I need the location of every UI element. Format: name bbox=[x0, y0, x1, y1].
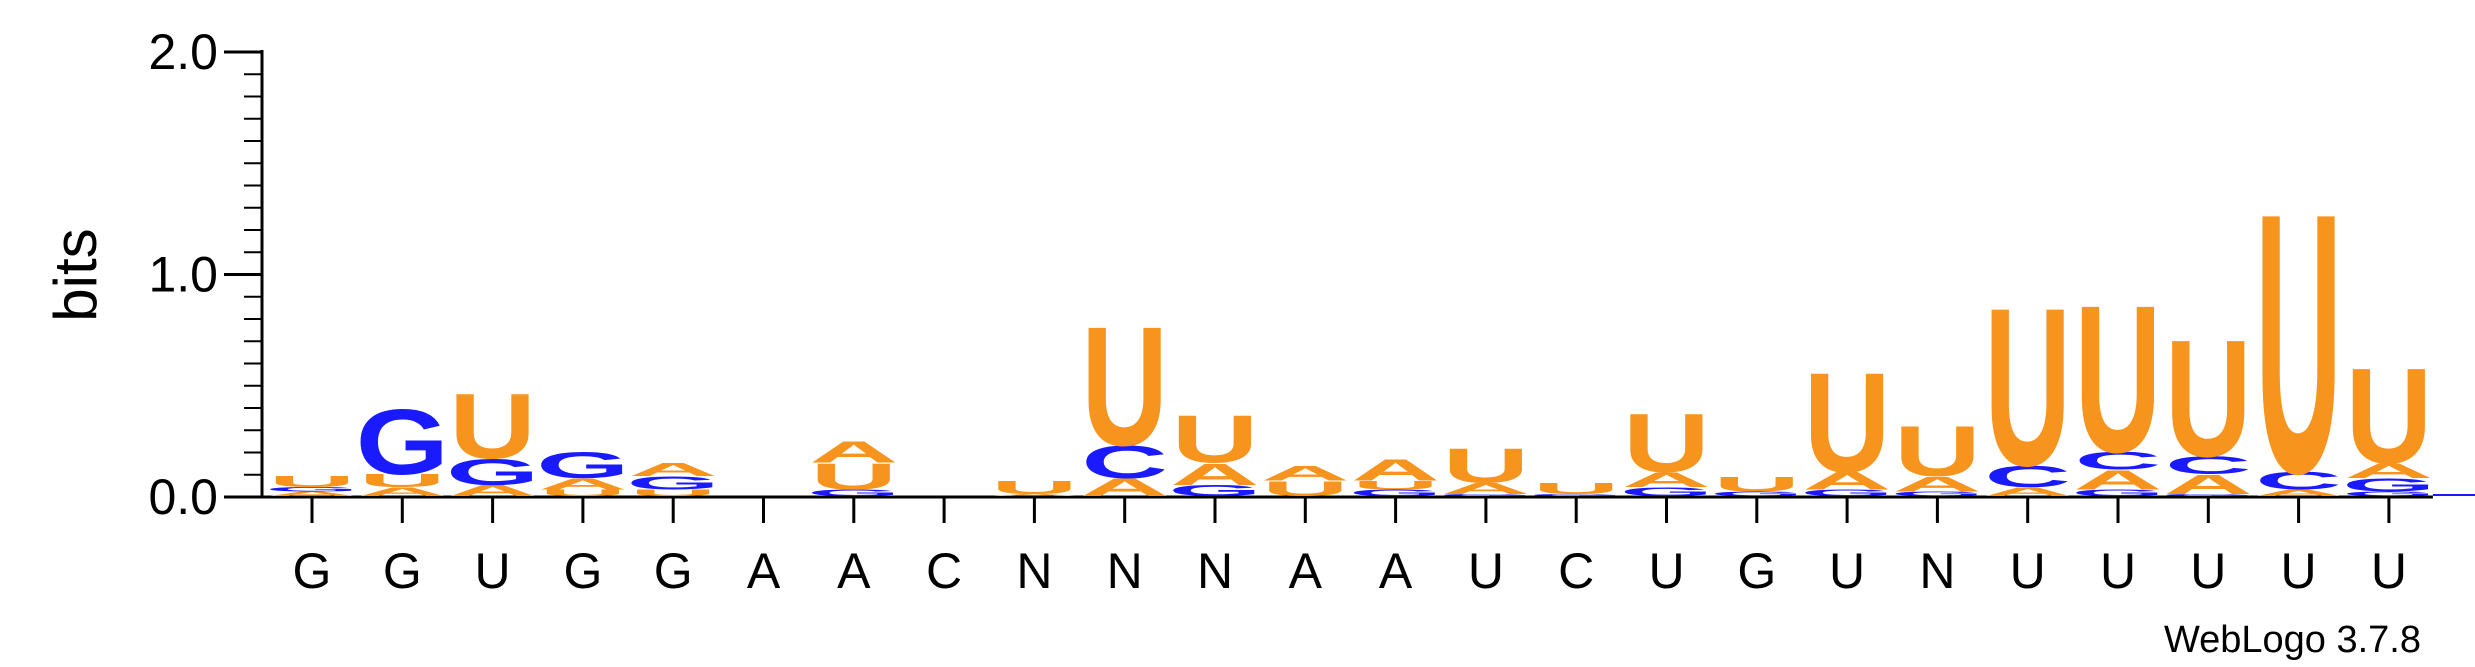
logo-letter-C: C bbox=[2075, 447, 2162, 474]
logo-letter-U: U bbox=[1443, 438, 1530, 493]
logo-letter-U: U bbox=[2075, 262, 2162, 497]
x-tick-label: U bbox=[2371, 543, 2407, 599]
logo-letter-U: U bbox=[810, 456, 897, 497]
logo-letter-U: U bbox=[1352, 478, 1439, 492]
logo-letter-A: A bbox=[1802, 467, 1891, 495]
x-tick-label: C bbox=[926, 543, 962, 599]
x-tick-label: U bbox=[1468, 543, 1504, 599]
logo-letter-U: U bbox=[1894, 412, 1981, 491]
logo-letter-U: U bbox=[449, 374, 536, 478]
x-tick-label: C bbox=[1558, 543, 1594, 599]
x-tick-label: N bbox=[1107, 543, 1143, 599]
x-tick-label: A bbox=[747, 543, 781, 599]
logo-letter-U: U bbox=[2165, 304, 2252, 491]
logo-letter-U: U bbox=[1623, 396, 1710, 490]
x-tick-label: A bbox=[1289, 543, 1323, 599]
logo-letter-A: A bbox=[1261, 461, 1350, 485]
logo-letter-G: G bbox=[446, 451, 539, 492]
x-tick-label: N bbox=[1919, 543, 1955, 599]
logo-letter-G: G bbox=[2342, 490, 2435, 497]
logo-letter-U: U bbox=[1081, 292, 1168, 481]
x-tick-label: U bbox=[2100, 543, 2136, 599]
logo-letter-A: A bbox=[809, 435, 898, 470]
x-tick-label: G bbox=[563, 543, 602, 599]
logo-letter-G: G bbox=[1620, 485, 1713, 499]
y-axis-label: bits bbox=[42, 228, 109, 321]
logo-letter-A: A bbox=[1983, 485, 2072, 499]
logo-letter-G: G bbox=[265, 486, 358, 493]
logo-letter-A: A bbox=[2164, 469, 2253, 500]
logo-letter-A: A bbox=[1080, 474, 1169, 502]
logo-letter-G: G bbox=[627, 473, 720, 494]
logo-letter-U: U bbox=[2346, 341, 2433, 493]
logo-letter-U: U bbox=[991, 477, 1078, 498]
logo-letter-U: U bbox=[1984, 261, 2071, 513]
x-tick-label: A bbox=[837, 543, 871, 599]
logo-letter-A: A bbox=[1893, 472, 1982, 496]
logo-letter-U: U bbox=[359, 470, 446, 491]
logo-letter-A: A bbox=[267, 490, 356, 497]
logo-letter-U: U bbox=[1172, 401, 1259, 477]
logo-letter-G: G bbox=[1530, 493, 1623, 496]
logo-letter-U: U bbox=[269, 473, 356, 490]
logo-letter-G: G bbox=[1710, 490, 1803, 497]
logo-letter-G: G bbox=[1891, 490, 1984, 497]
logo-letter-A: A bbox=[629, 459, 718, 480]
logo-letter-C: C bbox=[1081, 437, 1168, 488]
logo-letter-U: U bbox=[630, 488, 717, 498]
logo-letter-A: A bbox=[448, 482, 537, 499]
weblogo-credit: WebLogo 3.7.8 bbox=[2164, 619, 2421, 661]
logo-letter-A: A bbox=[1622, 468, 1711, 492]
x-tick-label: G bbox=[293, 543, 332, 599]
x-tick-label: N bbox=[1197, 543, 1233, 599]
logo-letter-A: A bbox=[2073, 464, 2162, 495]
x-tick-label: U bbox=[1829, 543, 1865, 599]
logo-letter-G: G bbox=[2342, 475, 2435, 496]
logo-letter-U: U bbox=[1713, 472, 1800, 496]
x-tick-label: N bbox=[1016, 543, 1052, 599]
logo-letter-C: C bbox=[1984, 459, 2071, 494]
logo-letter-U: U bbox=[540, 488, 627, 498]
logo-letter-A: A bbox=[2254, 488, 2343, 498]
x-tick-label: G bbox=[1737, 543, 1776, 599]
x-tick-label: U bbox=[2190, 543, 2226, 599]
logo-letter-G: G bbox=[1800, 488, 1893, 498]
logo-letter-G: G bbox=[1349, 488, 1442, 498]
logo-letter-A: A bbox=[358, 485, 447, 499]
x-tick-label: U bbox=[475, 543, 511, 599]
axis-layer bbox=[224, 50, 2475, 523]
x-tick-label: U bbox=[2010, 543, 2046, 599]
logo-letter-A: A bbox=[2344, 459, 2433, 483]
y-tick-label: 1.0 bbox=[148, 247, 218, 303]
logo-letter-U: U bbox=[1804, 343, 1891, 502]
logo-letter-A: A bbox=[1351, 453, 1440, 488]
logo-letter-A: A bbox=[990, 493, 1079, 496]
logo-letter-G: G bbox=[1439, 493, 1532, 496]
logo-letter-A: A bbox=[538, 475, 627, 492]
x-tick-label: A bbox=[1379, 543, 1413, 599]
logo-letter-G: G bbox=[2162, 493, 2255, 496]
logo-letter-G: G bbox=[356, 390, 449, 494]
y-tick-label: 0.0 bbox=[148, 469, 218, 525]
logo-letter-U: U bbox=[2255, 138, 2342, 551]
logo-letter-G: G bbox=[1168, 482, 1261, 499]
logo-letter-G: G bbox=[2071, 488, 2164, 498]
x-tick-label: G bbox=[383, 543, 422, 599]
logo-letter-G: G bbox=[536, 445, 629, 486]
x-tick-label: U bbox=[1648, 543, 1684, 599]
logo-letter-A: A bbox=[1441, 480, 1530, 497]
logo-letter-C: C bbox=[2165, 452, 2252, 479]
x-tick-label: G bbox=[654, 543, 693, 599]
y-tick-label: 2.0 bbox=[148, 24, 218, 80]
logo-letter-U: U bbox=[1533, 480, 1620, 497]
logo-letter-G: G bbox=[807, 488, 900, 498]
logo-letter-U: U bbox=[1262, 477, 1349, 501]
logo-letter-A: A bbox=[1170, 457, 1259, 492]
x-tick-label: U bbox=[2281, 543, 2317, 599]
logo-letter-C: C bbox=[2255, 467, 2342, 494]
